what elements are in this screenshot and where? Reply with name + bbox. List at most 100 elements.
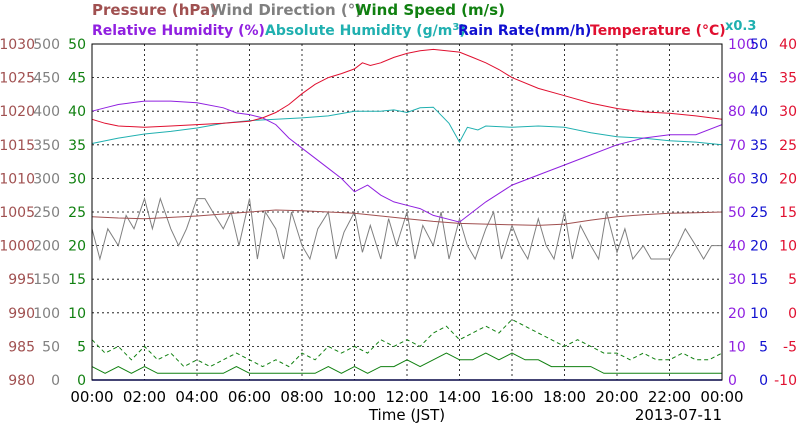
x-tick-label: 14:00 <box>438 388 481 406</box>
legend-pressure: Pressure (hPa) <box>92 1 217 19</box>
y-tick-temperature: -5 <box>783 339 797 355</box>
y-tick-pressure: 985 <box>8 339 35 355</box>
series-wind-speed-avg <box>91 352 722 374</box>
x-tick-label: 22:00 <box>648 388 691 406</box>
y-tick-wind-speed: 50 <box>68 37 86 53</box>
y-tick-wind-speed: 35 <box>68 138 86 154</box>
plot-frame <box>91 43 723 381</box>
legend-wind-speed: Wind Speed (m/s) <box>355 1 505 19</box>
y-tick-wind-speed: 20 <box>68 239 86 255</box>
y-axes: 9809859909951000100510101015102010251030… <box>0 37 797 389</box>
y-tick-rain-rate: 45 <box>750 71 768 87</box>
legend-absolute-humidity-suffix: ) <box>459 23 465 39</box>
x-tick-label: 10:00 <box>333 388 376 406</box>
y-tick-relative-humidity: 50 <box>728 205 746 221</box>
y-tick-pressure: 995 <box>8 272 35 288</box>
y-tick-wind-speed: 15 <box>68 272 86 288</box>
y-tick-temperature: 20 <box>779 171 797 187</box>
x-tick-label: 16:00 <box>490 388 533 406</box>
y-tick-pressure: 1015 <box>0 138 35 154</box>
y-tick-temperature: 5 <box>788 272 797 288</box>
x-axis-label: Time (JST) <box>368 406 445 424</box>
y-tick-rain-rate: 35 <box>750 138 768 154</box>
legend-wind-direction: Wind Direction (°) <box>210 1 362 19</box>
legend-absolute-humidity: Absolute Humidity (g/m3) <box>265 22 466 39</box>
y-tick-relative-humidity: 60 <box>728 171 746 187</box>
y-tick-relative-humidity: 20 <box>728 306 746 322</box>
x-tick-label: 02:00 <box>123 388 166 406</box>
legend-scale-note: x0.3 <box>725 19 756 34</box>
y-tick-wind-direction: 350 <box>33 138 60 154</box>
y-tick-rain-rate: 15 <box>750 272 768 288</box>
x-tick-label: 00:00 <box>700 388 743 406</box>
y-tick-temperature: 15 <box>779 205 797 221</box>
y-tick-rain-rate: 5 <box>759 339 768 355</box>
y-tick-wind-speed: 30 <box>68 171 86 187</box>
date-label: 2013-07-11 <box>635 406 722 424</box>
y-tick-temperature: 40 <box>779 37 797 53</box>
y-tick-wind-direction: 50 <box>42 339 60 355</box>
y-tick-rain-rate: 0 <box>759 373 768 389</box>
y-tick-rain-rate: 30 <box>750 171 768 187</box>
y-tick-wind-direction: 250 <box>33 205 60 221</box>
x-tick-label: 06:00 <box>228 388 271 406</box>
x-tick-label: 04:00 <box>175 388 218 406</box>
y-tick-wind-direction: 500 <box>33 37 60 53</box>
x-tick-label: 00:00 <box>70 388 113 406</box>
y-tick-wind-direction: 150 <box>33 272 60 288</box>
y-tick-relative-humidity: 40 <box>728 239 746 255</box>
y-tick-rain-rate: 40 <box>750 104 768 120</box>
legend-absolute-humidity-sup: 3 <box>452 22 459 33</box>
y-tick-wind-speed: 10 <box>68 306 86 322</box>
y-tick-pressure: 990 <box>8 306 35 322</box>
legend-relative-humidity: Relative Humidity (%) <box>92 23 265 39</box>
y-tick-pressure: 1030 <box>0 37 35 53</box>
y-tick-pressure: 1025 <box>0 71 35 87</box>
y-tick-rain-rate: 10 <box>750 306 768 322</box>
y-tick-relative-humidity: 10 <box>728 339 746 355</box>
y-tick-pressure: 1000 <box>0 239 35 255</box>
y-tick-pressure: 1005 <box>0 205 35 221</box>
y-tick-wind-direction: 300 <box>33 171 60 187</box>
y-tick-wind-direction: 400 <box>33 104 60 120</box>
y-tick-temperature: 0 <box>788 306 797 322</box>
y-tick-relative-humidity: 90 <box>728 71 746 87</box>
x-tick-label: 18:00 <box>543 388 586 406</box>
legend-absolute-humidity-prefix: Absolute Humidity (g/m <box>265 23 452 39</box>
y-tick-wind-direction: 100 <box>33 306 60 322</box>
y-tick-temperature: 35 <box>779 71 797 87</box>
y-tick-relative-humidity: 100 <box>728 37 755 53</box>
legend-rain-rate: Rain Rate(mm/h) <box>458 23 591 39</box>
y-tick-pressure: 980 <box>8 373 35 389</box>
y-tick-wind-direction: 0 <box>51 373 60 389</box>
y-tick-wind-speed: 45 <box>68 71 86 87</box>
y-tick-wind-direction: 450 <box>33 71 60 87</box>
series-pressure <box>91 209 723 226</box>
series-temperature <box>91 48 723 128</box>
series-wind-speed-gust <box>91 318 723 368</box>
y-tick-relative-humidity: 30 <box>728 272 746 288</box>
x-tick-label: 08:00 <box>280 388 323 406</box>
x-axis: 00:00 02:00 04:00 06:00 08:00 10:00 12:00 14:00… <box>70 388 743 406</box>
series-relative-humidity <box>91 100 723 223</box>
y-tick-wind-speed: 0 <box>77 373 86 389</box>
y-tick-wind-speed: 5 <box>77 339 86 355</box>
y-tick-rain-rate: 25 <box>750 205 768 221</box>
y-tick-rain-rate: 50 <box>750 37 768 53</box>
y-tick-relative-humidity: 70 <box>728 138 746 154</box>
y-tick-pressure: 1010 <box>0 171 35 187</box>
y-tick-temperature: 30 <box>779 104 797 120</box>
y-tick-temperature: -10 <box>774 373 797 389</box>
y-tick-relative-humidity: 80 <box>728 104 746 120</box>
y-tick-temperature: 10 <box>779 239 797 255</box>
y-tick-rain-rate: 20 <box>750 239 768 255</box>
y-tick-temperature: 25 <box>779 138 797 154</box>
x-tick-label: 12:00 <box>385 388 428 406</box>
y-tick-wind-speed: 25 <box>68 205 86 221</box>
legend-temperature: Temperature (°C) <box>590 23 726 39</box>
y-tick-wind-direction: 200 <box>33 239 60 255</box>
series-wind-direction <box>91 196 722 261</box>
y-tick-pressure: 1020 <box>0 104 35 120</box>
y-tick-relative-humidity: 0 <box>728 373 737 389</box>
y-tick-wind-speed: 40 <box>68 104 86 120</box>
